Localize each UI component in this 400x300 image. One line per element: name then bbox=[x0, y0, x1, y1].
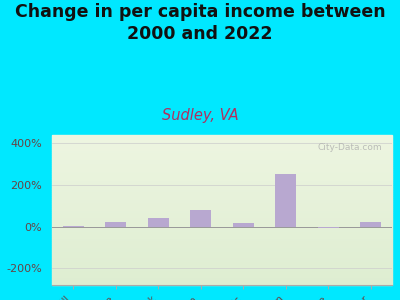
Bar bbox=[52, 152, 392, 154]
Bar bbox=[52, 186, 392, 188]
Bar bbox=[52, 163, 392, 165]
Bar bbox=[52, 156, 392, 158]
Bar bbox=[52, 262, 392, 264]
Bar bbox=[52, 261, 392, 262]
Bar bbox=[52, 135, 392, 137]
Bar bbox=[52, 154, 392, 156]
Bar bbox=[52, 232, 392, 234]
Bar bbox=[52, 255, 392, 257]
Bar bbox=[52, 249, 392, 251]
Bar bbox=[52, 193, 392, 195]
Text: City-Data.com: City-Data.com bbox=[317, 142, 382, 152]
Bar bbox=[52, 210, 392, 212]
Bar bbox=[63, 226, 84, 227]
Bar bbox=[52, 174, 392, 176]
Bar bbox=[52, 212, 392, 214]
Bar bbox=[52, 264, 392, 266]
Text: Change in per capita income between
2000 and 2022: Change in per capita income between 2000… bbox=[15, 3, 385, 43]
Bar bbox=[52, 246, 392, 248]
Bar bbox=[52, 159, 392, 161]
Bar bbox=[52, 229, 392, 231]
Bar bbox=[318, 227, 339, 228]
Bar bbox=[52, 137, 392, 139]
Bar bbox=[52, 231, 392, 233]
Bar bbox=[52, 270, 392, 272]
Bar bbox=[105, 222, 126, 227]
Bar bbox=[52, 244, 392, 246]
Bar bbox=[52, 204, 392, 206]
Bar bbox=[52, 240, 392, 242]
Bar bbox=[52, 274, 392, 276]
Bar bbox=[52, 195, 392, 197]
Bar bbox=[275, 173, 296, 227]
Bar bbox=[360, 222, 381, 227]
Bar bbox=[52, 279, 392, 281]
Bar bbox=[52, 278, 392, 279]
Bar bbox=[52, 266, 392, 268]
Bar bbox=[52, 178, 392, 180]
Text: Sudley, VA: Sudley, VA bbox=[162, 108, 238, 123]
Bar bbox=[52, 253, 392, 255]
Bar bbox=[52, 251, 392, 253]
Bar bbox=[52, 188, 392, 189]
Bar bbox=[52, 219, 392, 221]
Bar bbox=[52, 257, 392, 259]
Bar bbox=[52, 208, 392, 210]
Bar bbox=[52, 236, 392, 238]
Bar bbox=[52, 165, 392, 167]
Bar bbox=[52, 218, 392, 219]
Bar bbox=[52, 238, 392, 240]
Bar bbox=[52, 182, 392, 184]
Bar bbox=[52, 202, 392, 204]
Bar bbox=[52, 169, 392, 171]
Bar bbox=[52, 148, 392, 150]
Bar bbox=[52, 248, 392, 249]
Bar bbox=[52, 158, 392, 159]
Bar bbox=[52, 167, 392, 169]
Bar bbox=[52, 259, 392, 261]
Bar bbox=[52, 189, 392, 191]
Bar bbox=[52, 206, 392, 208]
Bar bbox=[52, 199, 392, 201]
Bar bbox=[52, 201, 392, 203]
Bar bbox=[52, 150, 392, 152]
Bar bbox=[52, 242, 392, 244]
Bar bbox=[52, 180, 392, 182]
Bar bbox=[52, 146, 392, 148]
Bar bbox=[52, 191, 392, 193]
Bar bbox=[52, 176, 392, 178]
Bar bbox=[52, 142, 392, 144]
Bar bbox=[52, 197, 392, 199]
Bar bbox=[52, 141, 392, 142]
Bar bbox=[52, 272, 392, 274]
Bar bbox=[52, 139, 392, 141]
Bar bbox=[52, 223, 392, 225]
Bar bbox=[52, 221, 392, 223]
Bar bbox=[52, 225, 392, 227]
Bar bbox=[52, 144, 392, 146]
Bar bbox=[52, 268, 392, 270]
Bar bbox=[52, 276, 392, 278]
Bar bbox=[148, 218, 169, 227]
Bar bbox=[52, 216, 392, 218]
Bar bbox=[52, 283, 392, 285]
Bar bbox=[52, 172, 392, 174]
Bar bbox=[233, 223, 254, 227]
Bar bbox=[52, 214, 392, 216]
Bar bbox=[52, 281, 392, 283]
Bar bbox=[52, 227, 392, 229]
Bar bbox=[52, 184, 392, 186]
Bar bbox=[190, 210, 211, 227]
Bar bbox=[52, 161, 392, 163]
Bar bbox=[52, 234, 392, 236]
Bar bbox=[52, 171, 392, 172]
